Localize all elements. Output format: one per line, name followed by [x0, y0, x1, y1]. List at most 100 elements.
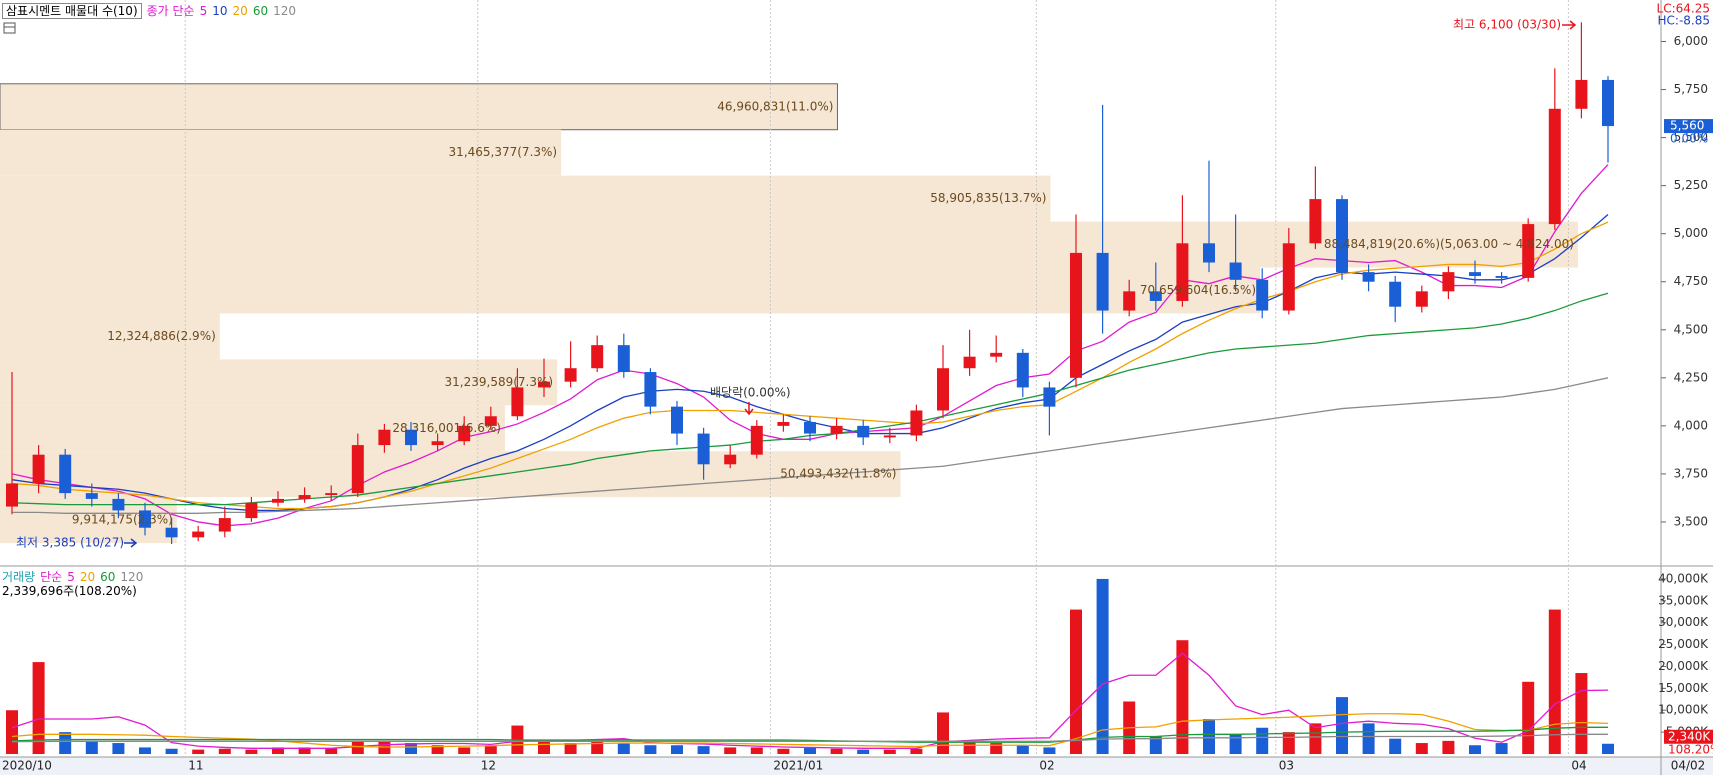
volume-profile-label: 31,465,377(7.3%): [449, 145, 558, 159]
legend-entry: 5: [199, 4, 208, 18]
volume-profile-bar: [0, 267, 1261, 314]
last-volume-label: 2,340K: [1668, 729, 1711, 743]
legend-entry: 60: [100, 570, 116, 584]
candle-body: [1362, 272, 1375, 282]
y-tick-label: 10,000K: [1658, 703, 1709, 717]
candle-body: [1016, 352, 1029, 388]
high-note: 최고 6,100 (03/30): [1453, 18, 1561, 32]
y-tick-label: 5,250: [1674, 178, 1708, 192]
last-volume-pct: 108.20%: [1668, 742, 1713, 756]
volume-info: 2,339,696주(108.20%): [2, 582, 142, 599]
lc-label: LC:64.25: [1657, 2, 1710, 16]
volume-bar: [990, 743, 1003, 754]
candle-body: [298, 495, 311, 499]
volume-bar: [750, 747, 763, 754]
volume-bar: [1389, 738, 1402, 754]
volume-bar: [192, 749, 205, 754]
candle-body: [511, 387, 524, 417]
volume-bar: [1469, 745, 1481, 754]
volume-bar: [777, 748, 790, 754]
volume-bar: [431, 745, 444, 754]
x-tick-label: 11: [188, 759, 203, 773]
x-tick-label: 2020/10: [2, 759, 52, 773]
candle-body: [378, 429, 391, 446]
candle-body: [351, 445, 364, 494]
volume-bar: [1043, 747, 1056, 754]
candle-body: [1203, 243, 1215, 263]
volume-profile-label: 70,659,604(16.5%): [1140, 283, 1256, 297]
candle-body: [1442, 272, 1455, 292]
candle-body: [192, 531, 205, 538]
volume-profile-bar: [0, 129, 562, 176]
x-tick-label: 12: [481, 759, 496, 773]
volume-bar: [1149, 736, 1162, 754]
x-tick-label: 2021/01: [773, 759, 823, 773]
volume-bar: [1016, 745, 1029, 754]
volume-bar: [1495, 743, 1508, 754]
y-tick-label: 4,000: [1674, 418, 1708, 432]
legend-entry: 20: [79, 570, 96, 584]
legend-items: 5 10 20 60 120: [200, 4, 301, 18]
volume-bar: [963, 740, 976, 754]
volume-bar: [218, 748, 231, 754]
candle-body: [671, 406, 683, 434]
candle-body: [910, 410, 923, 436]
price-legend: 삼표시멘트 매물대 수(10) 종가 단순 5 10 20 60 120: [2, 2, 306, 19]
candle-body: [458, 425, 471, 442]
candle-body: [617, 345, 630, 373]
y-tick-label: 40,000K: [1658, 571, 1709, 585]
candle-body: [245, 502, 258, 519]
volume-bar: [564, 743, 577, 754]
volume-profile-label: 31,239,589(7.3%): [445, 375, 554, 389]
x-axis-band: [0, 757, 1713, 775]
volume-bar: [910, 748, 923, 754]
candle-body: [644, 372, 657, 407]
volume-profile-bar: [0, 175, 1051, 222]
volume-bar: [697, 746, 710, 754]
volume-profile-bar: [0, 313, 220, 360]
legend-entry: 20: [232, 4, 248, 18]
candle-body: [804, 422, 816, 434]
legend-prefix: 종가 단순: [146, 4, 195, 18]
volume-bar: [272, 747, 284, 754]
y-tick-label: 5,000: [1674, 226, 1708, 240]
y-tick-label: 3,500: [1674, 514, 1708, 528]
volume-bar: [32, 662, 45, 754]
volume-bar: [1070, 609, 1082, 754]
candle-body: [1548, 108, 1561, 225]
candle-body: [777, 422, 790, 426]
last-date: 04/02: [1671, 759, 1706, 773]
candle-body: [484, 416, 497, 426]
volume-bar: [883, 749, 896, 754]
candle-body: [990, 352, 1003, 357]
candle-body: [431, 441, 444, 446]
last-price-label: 5,560: [1670, 119, 1704, 133]
volume-bar: [1229, 734, 1242, 754]
candle-body: [139, 510, 151, 528]
candle-body: [85, 493, 98, 499]
volume-profile-label: 9,914,175(2.3%): [72, 513, 173, 527]
ma-line: [11, 652, 1609, 749]
y-tick-label: 4,500: [1674, 322, 1708, 336]
volume-profile-label: 58,905,835(13.7%): [930, 191, 1046, 205]
y-tick-label: 4,750: [1674, 274, 1708, 288]
candle-body: [1389, 281, 1402, 307]
candle-body: [883, 435, 896, 438]
volume-bar: [857, 749, 870, 754]
volume-bar: [405, 743, 417, 754]
volume-bar: [1176, 640, 1189, 754]
x-tick-label: 02: [1039, 759, 1054, 773]
y-tick-label: 5,500: [1674, 130, 1708, 144]
y-tick-label: 35,000K: [1658, 593, 1709, 607]
candle-body: [1575, 79, 1588, 109]
candle-body: [564, 368, 577, 382]
candle-body: [6, 483, 18, 507]
volume-bar: [1256, 727, 1269, 754]
calendar-icon[interactable]: [3, 22, 16, 34]
candle-body: [272, 498, 284, 503]
candle-body: [1309, 199, 1322, 244]
low-note: 최저 3,385 (10/27): [16, 536, 124, 550]
volume-bar: [617, 743, 630, 754]
